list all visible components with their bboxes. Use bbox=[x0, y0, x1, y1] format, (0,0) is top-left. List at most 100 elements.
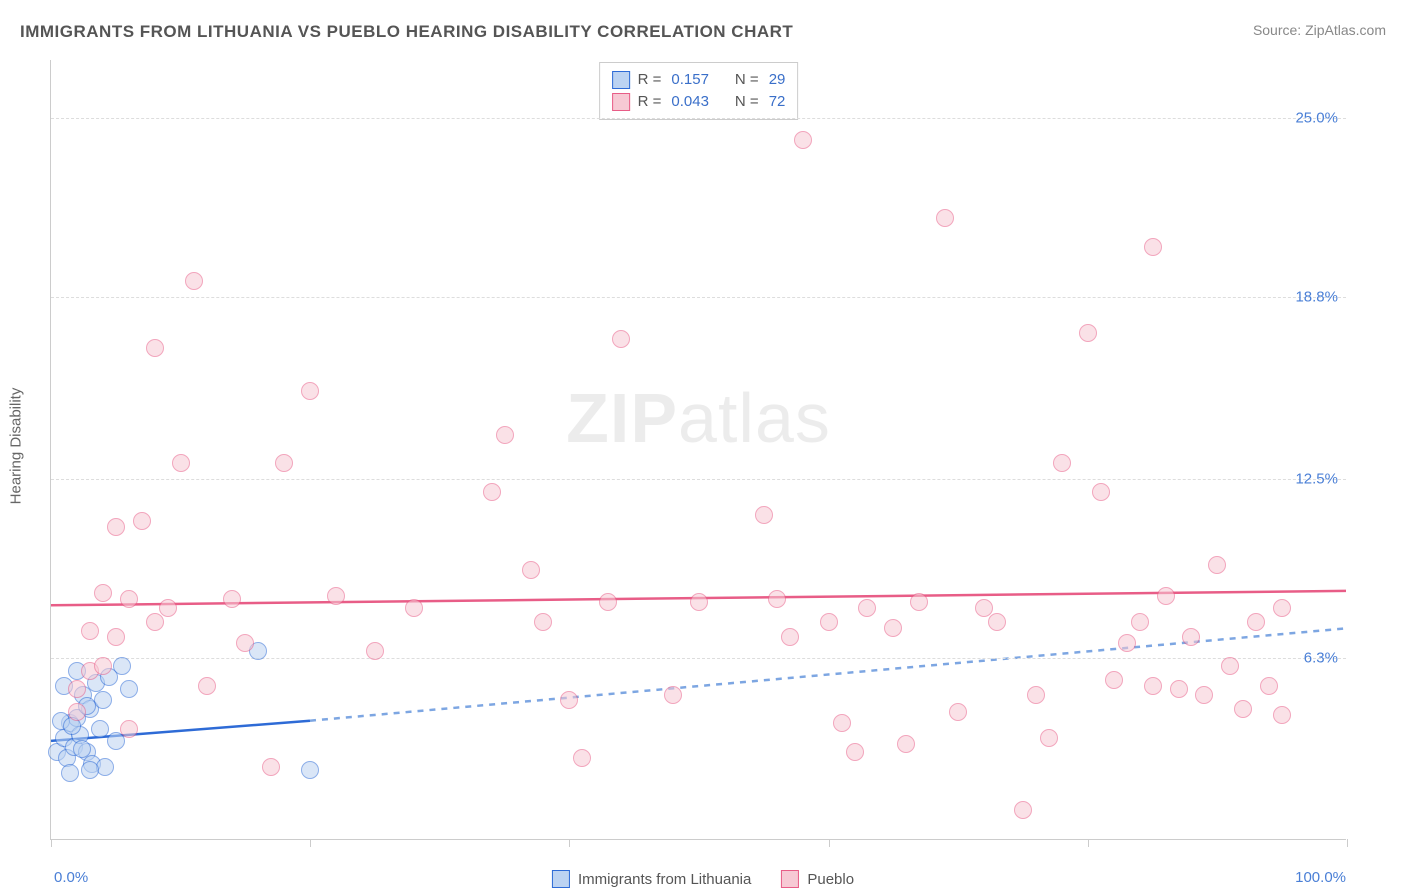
data-point bbox=[755, 506, 773, 524]
data-point bbox=[1273, 706, 1291, 724]
y-axis-title: Hearing Disability bbox=[8, 388, 25, 505]
data-point bbox=[107, 518, 125, 536]
r-value: 0.157 bbox=[671, 69, 709, 91]
data-point bbox=[120, 680, 138, 698]
data-point bbox=[820, 613, 838, 631]
data-point bbox=[185, 272, 203, 290]
data-point bbox=[833, 714, 851, 732]
chart-title: IMMIGRANTS FROM LITHUANIA VS PUEBLO HEAR… bbox=[20, 22, 793, 42]
r-label: R = bbox=[638, 91, 662, 113]
data-point bbox=[1079, 324, 1097, 342]
gridline bbox=[51, 118, 1346, 119]
data-point bbox=[1195, 686, 1213, 704]
data-point bbox=[573, 749, 591, 767]
data-point bbox=[301, 761, 319, 779]
data-point bbox=[1027, 686, 1045, 704]
data-point bbox=[897, 735, 915, 753]
n-value: 29 bbox=[769, 69, 786, 91]
data-point bbox=[1144, 677, 1162, 695]
data-point bbox=[1092, 483, 1110, 501]
correlation-legend: R =0.157N =29R =0.043N =72 bbox=[599, 62, 799, 120]
data-point bbox=[366, 642, 384, 660]
data-point bbox=[236, 634, 254, 652]
x-tick bbox=[51, 839, 52, 847]
data-point bbox=[68, 680, 86, 698]
data-point bbox=[1170, 680, 1188, 698]
data-point bbox=[120, 720, 138, 738]
data-point bbox=[1247, 613, 1265, 631]
data-point bbox=[81, 622, 99, 640]
data-point bbox=[1221, 657, 1239, 675]
r-label: R = bbox=[638, 69, 662, 91]
data-point bbox=[949, 703, 967, 721]
data-point bbox=[768, 590, 786, 608]
gridline bbox=[51, 658, 1346, 659]
legend-swatch bbox=[781, 870, 799, 888]
trend-lines bbox=[51, 60, 1346, 839]
data-point bbox=[1105, 671, 1123, 689]
data-point bbox=[1182, 628, 1200, 646]
data-point bbox=[223, 590, 241, 608]
data-point bbox=[1118, 634, 1136, 652]
legend-label: Pueblo bbox=[807, 871, 854, 888]
legend-swatch bbox=[612, 71, 630, 89]
legend-swatch bbox=[552, 870, 570, 888]
legend-row: R =0.043N =72 bbox=[612, 91, 786, 113]
y-tick-label: 25.0% bbox=[1295, 109, 1338, 126]
source-label: Source: bbox=[1253, 22, 1305, 38]
chart-container: IMMIGRANTS FROM LITHUANIA VS PUEBLO HEAR… bbox=[0, 0, 1406, 892]
data-point bbox=[1260, 677, 1278, 695]
data-point bbox=[612, 330, 630, 348]
gridline bbox=[51, 297, 1346, 298]
data-point bbox=[936, 209, 954, 227]
data-point bbox=[1053, 454, 1071, 472]
data-point bbox=[133, 512, 151, 530]
data-point bbox=[81, 761, 99, 779]
data-point bbox=[599, 593, 617, 611]
data-point bbox=[301, 382, 319, 400]
watermark-rest: atlas bbox=[678, 379, 831, 457]
x-tick bbox=[1347, 839, 1348, 847]
x-tick bbox=[829, 839, 830, 847]
data-point bbox=[910, 593, 928, 611]
n-value: 72 bbox=[769, 91, 786, 113]
data-point bbox=[1273, 599, 1291, 617]
source-link[interactable]: ZipAtlas.com bbox=[1305, 22, 1386, 38]
legend-swatch bbox=[612, 93, 630, 111]
data-point bbox=[988, 613, 1006, 631]
data-point bbox=[91, 720, 109, 738]
data-point bbox=[73, 740, 91, 758]
data-point bbox=[1144, 238, 1162, 256]
data-point bbox=[96, 758, 114, 776]
data-point bbox=[94, 657, 112, 675]
data-point bbox=[534, 613, 552, 631]
data-point bbox=[522, 561, 540, 579]
plot-area: ZIPatlas R =0.157N =29R =0.043N =72 6.3%… bbox=[50, 60, 1346, 840]
r-value: 0.043 bbox=[671, 91, 709, 113]
data-point bbox=[405, 599, 423, 617]
data-point bbox=[327, 587, 345, 605]
data-point bbox=[146, 613, 164, 631]
source-attribution: Source: ZipAtlas.com bbox=[1253, 22, 1386, 38]
data-point bbox=[107, 628, 125, 646]
y-tick-label: 6.3% bbox=[1304, 650, 1338, 667]
data-point bbox=[858, 599, 876, 617]
data-point bbox=[1234, 700, 1252, 718]
gridline bbox=[51, 479, 1346, 480]
data-point bbox=[846, 743, 864, 761]
data-point bbox=[198, 677, 216, 695]
x-axis-max-label: 100.0% bbox=[1295, 869, 1346, 886]
legend-label: Immigrants from Lithuania bbox=[578, 871, 751, 888]
data-point bbox=[172, 454, 190, 472]
data-point bbox=[560, 691, 578, 709]
data-point bbox=[496, 426, 514, 444]
data-point bbox=[61, 764, 79, 782]
x-tick bbox=[569, 839, 570, 847]
x-axis-min-label: 0.0% bbox=[54, 869, 88, 886]
data-point bbox=[262, 758, 280, 776]
x-tick bbox=[1088, 839, 1089, 847]
data-point bbox=[1014, 801, 1032, 819]
watermark: ZIPatlas bbox=[566, 378, 831, 458]
y-tick-label: 18.8% bbox=[1295, 288, 1338, 305]
data-point bbox=[690, 593, 708, 611]
